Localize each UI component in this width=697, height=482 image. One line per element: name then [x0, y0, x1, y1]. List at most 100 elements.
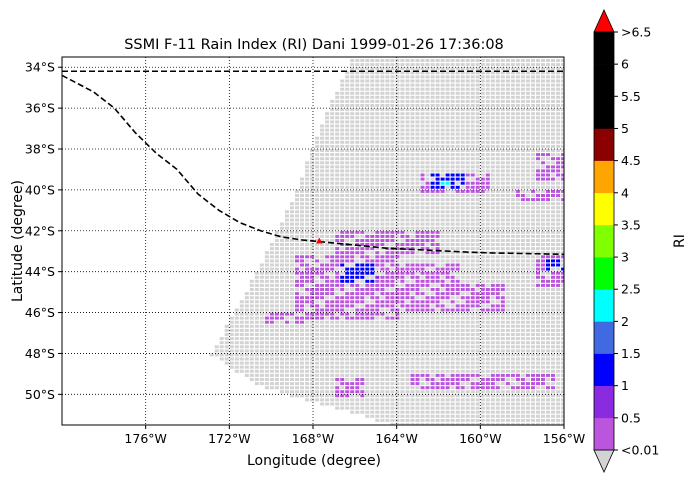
no-rain-pixel	[295, 328, 299, 332]
no-rain-pixel	[490, 390, 495, 394]
no-rain-pixel	[425, 353, 430, 357]
no-rain-pixel	[410, 410, 415, 414]
no-rain-pixel	[485, 222, 490, 226]
no-rain-pixel	[515, 320, 520, 324]
no-rain-pixel	[335, 157, 340, 161]
no-rain-pixel	[285, 292, 289, 296]
no-rain-pixel	[310, 173, 315, 177]
no-rain-pixel	[370, 222, 375, 226]
no-rain-pixel	[274, 320, 279, 324]
no-rain-pixel	[455, 361, 460, 365]
no-rain-pixel	[460, 328, 465, 332]
no-rain-pixel	[460, 91, 465, 95]
no-rain-pixel	[525, 124, 530, 128]
no-rain-pixel	[440, 394, 445, 398]
rain-pixel	[445, 267, 450, 271]
rain-pixel	[435, 382, 440, 386]
rain-pixel	[365, 259, 370, 263]
no-rain-pixel	[420, 108, 425, 112]
no-rain-pixel	[410, 104, 415, 107]
no-rain-pixel	[370, 161, 375, 165]
no-rain-pixel	[450, 337, 455, 341]
no-rain-pixel	[495, 398, 500, 402]
no-rain-pixel	[360, 373, 365, 377]
no-rain-pixel	[430, 210, 435, 214]
no-rain-pixel	[440, 328, 445, 332]
rain-pixel	[541, 275, 545, 279]
no-rain-pixel	[475, 71, 480, 75]
no-rain-pixel	[350, 194, 355, 197]
no-rain-pixel	[315, 378, 320, 381]
no-rain-pixel	[360, 136, 365, 140]
no-rain-pixel	[440, 153, 445, 157]
no-rain-pixel	[430, 292, 435, 296]
no-rain-pixel	[485, 112, 490, 116]
no-rain-pixel	[325, 251, 330, 255]
no-rain-pixel	[420, 378, 425, 381]
rain-pixel	[310, 288, 315, 291]
no-rain-pixel	[556, 128, 561, 132]
no-rain-pixel	[450, 165, 455, 169]
no-rain-pixel	[500, 144, 505, 148]
no-rain-pixel	[360, 206, 365, 210]
no-rain-pixel	[310, 361, 315, 365]
no-rain-pixel	[370, 353, 375, 357]
no-rain-pixel	[330, 361, 335, 365]
no-rain-pixel	[400, 124, 405, 128]
no-rain-pixel	[520, 357, 525, 361]
no-rain-pixel	[440, 324, 445, 328]
no-rain-pixel	[360, 161, 365, 165]
no-rain-pixel	[410, 161, 415, 165]
rain-pixel	[400, 275, 405, 279]
no-rain-pixel	[360, 79, 365, 83]
rain-pixel	[515, 373, 520, 377]
no-rain-pixel	[425, 324, 430, 328]
no-rain-pixel	[505, 222, 510, 226]
no-rain-pixel	[330, 349, 335, 353]
rain-pixel	[480, 378, 485, 381]
no-rain-pixel	[465, 169, 470, 173]
no-rain-pixel	[445, 320, 450, 324]
no-rain-pixel	[455, 75, 460, 79]
rain-pixel	[410, 378, 415, 381]
rain-pixel	[375, 312, 380, 316]
no-rain-pixel	[536, 214, 540, 218]
no-rain-pixel	[300, 222, 304, 226]
no-rain-pixel	[546, 214, 550, 218]
no-rain-pixel	[556, 79, 561, 83]
no-rain-pixel	[365, 198, 370, 202]
rain-pixel	[440, 185, 445, 189]
no-rain-pixel	[515, 104, 520, 107]
no-rain-pixel	[385, 288, 390, 291]
no-rain-pixel	[556, 414, 561, 418]
no-rain-pixel	[330, 226, 335, 230]
no-rain-pixel	[520, 177, 525, 181]
no-rain-pixel	[264, 292, 269, 296]
no-rain-pixel	[460, 316, 465, 320]
no-rain-pixel	[269, 365, 274, 369]
no-rain-pixel	[400, 71, 405, 75]
no-rain-pixel	[531, 259, 535, 263]
no-rain-pixel	[355, 99, 360, 103]
no-rain-pixel	[395, 386, 400, 390]
no-rain-pixel	[455, 128, 460, 132]
no-rain-pixel	[541, 271, 545, 275]
no-rain-pixel	[405, 177, 410, 181]
no-rain-pixel	[525, 263, 530, 267]
rain-pixel	[340, 312, 345, 316]
rain-pixel	[340, 279, 345, 283]
no-rain-pixel	[551, 247, 555, 251]
no-rain-pixel	[345, 357, 350, 361]
no-rain-pixel	[470, 104, 475, 107]
no-rain-pixel	[264, 373, 269, 377]
no-rain-pixel	[510, 214, 515, 218]
no-rain-pixel	[405, 226, 410, 230]
rain-pixel	[551, 177, 555, 181]
rain-pixel	[360, 243, 365, 246]
no-rain-pixel	[490, 255, 495, 259]
no-rain-pixel	[455, 337, 460, 341]
no-rain-pixel	[370, 112, 375, 116]
no-rain-pixel	[350, 357, 355, 361]
no-rain-pixel	[345, 153, 350, 157]
no-rain-pixel	[290, 251, 294, 255]
